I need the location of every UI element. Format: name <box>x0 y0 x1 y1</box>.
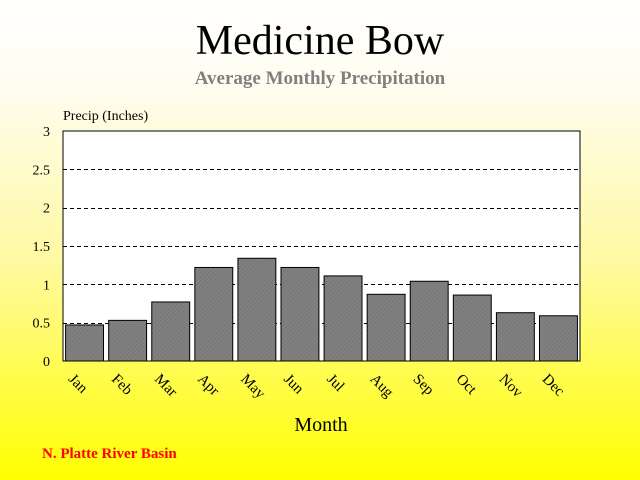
chart-subtitle: Average Monthly Precipitation <box>194 68 446 89</box>
y-tick-labels: 0 0.5 1 1.5 2 2.5 3 <box>33 125 51 370</box>
chart-title: Medicine Bow <box>195 18 445 64</box>
bar-apr <box>194 266 234 362</box>
grid-lines <box>63 169 580 324</box>
bar-sep <box>409 280 449 362</box>
x-tick-label-apr: Apr <box>194 371 222 399</box>
y-tick-label: 1 <box>43 278 50 293</box>
y-axis-label: Precip (Inches) <box>63 109 149 124</box>
x-tick-label-feb: Feb <box>108 371 135 398</box>
x-tick-label-mar: Mar <box>151 371 180 400</box>
x-tick-label-sep: Sep <box>410 371 437 398</box>
y-tick-label: 2 <box>43 202 50 217</box>
y-tick-label: 3 <box>43 125 50 140</box>
x-tick-label-nov: Nov <box>496 371 526 401</box>
y-tick-label: 0.5 <box>33 317 51 332</box>
x-axis-label: Month <box>294 414 348 436</box>
x-tick-label-dec: Dec <box>539 371 568 400</box>
bar-jun <box>280 266 320 362</box>
y-tick-label: 0 <box>43 355 50 370</box>
x-tick-label-may: May <box>237 371 268 402</box>
bar-aug <box>366 293 406 362</box>
bar-may <box>237 257 277 362</box>
bars <box>65 257 578 362</box>
x-tick-label-aug: Aug <box>367 371 397 401</box>
bar-mar <box>151 301 191 362</box>
footnote: N. Platte River Basin <box>42 446 177 462</box>
bar-oct <box>452 294 492 362</box>
bar-dec <box>539 315 578 362</box>
x-tick-labels: Jan Feb Mar Apr May Jun Jul Aug Sep Oct Nov Dec <box>65 371 568 402</box>
x-tick-label-jun: Jun <box>280 371 306 397</box>
bar-feb <box>108 319 148 362</box>
bar-nov <box>495 312 535 362</box>
x-tick-label-jan: Jan <box>65 371 91 397</box>
x-tick-label-jul: Jul <box>323 371 347 395</box>
bar-jan <box>65 324 104 362</box>
bar-jul <box>323 275 363 362</box>
x-tick-label-oct: Oct <box>453 371 480 398</box>
y-tick-label: 2.5 <box>33 163 51 178</box>
y-tick-label: 1.5 <box>33 240 51 255</box>
